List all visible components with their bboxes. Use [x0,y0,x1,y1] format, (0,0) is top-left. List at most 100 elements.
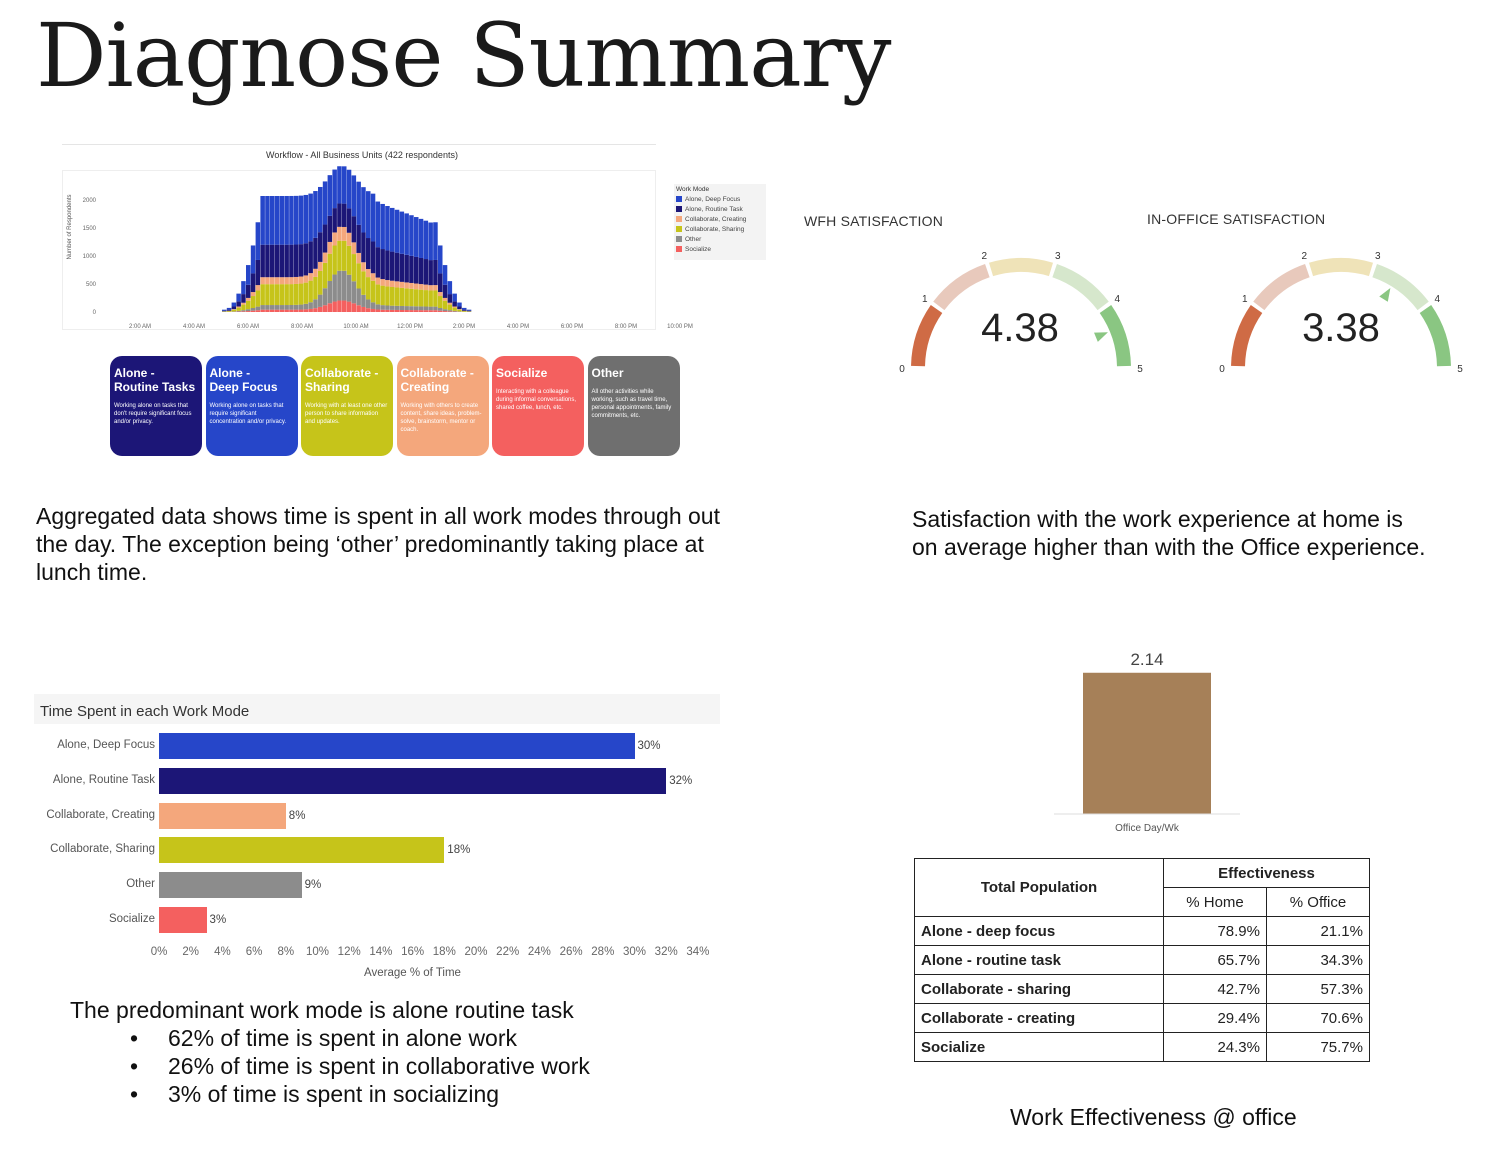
wfh-gauge-value: 4.38 [981,306,1059,350]
workflow-area-segment [294,283,299,305]
workflow-area-segment [385,309,390,312]
work-mode-card-desc: Working alone on tasks that require sign… [209,403,287,425]
workflow-area-segment [313,276,318,300]
workflow-area-segment [265,305,270,310]
workflow-area-segment [284,305,289,310]
workflow-area-segment [438,292,443,297]
workflow-area-segment [375,247,381,278]
workflow-area-segment [452,310,457,312]
workflow-area-segment [318,294,323,307]
workflow-area-segment [380,279,385,286]
workflow-area-segment [318,306,323,312]
gauge-tick-label: 0 [899,364,905,375]
hbar-value-label: 9% [304,879,322,892]
workflow-area-segment [447,302,453,305]
workflow-area-segment [366,191,371,239]
workflow-area-segment [399,287,405,306]
workflow-area-segment [370,193,376,242]
hbar-x-tick: 8% [277,946,295,958]
workflow-area-segment [332,301,337,312]
workflow-area-segment [366,277,371,300]
workflow-area-segment [298,195,304,245]
workflow-area-segment [433,285,438,291]
workflow-area-segment [337,270,342,301]
hbar-category-label: Socialize [108,913,155,925]
workflow-area-segment [337,203,342,227]
workflow-area-segment [337,240,342,271]
workflow-x-tick: 4:00 PM [507,324,529,330]
workflow-area-segment [255,290,261,307]
workflow-area-segment [356,224,361,253]
workflow-area-segment [322,288,328,306]
hbar-bar [159,872,302,899]
hbar-bar [159,767,667,794]
workflow-area-segment [404,310,409,312]
workflow-area-segment [260,277,265,285]
workflow-area-segment [279,284,285,306]
workflow-area-segment [414,310,419,312]
workflow-area-segment [294,309,299,312]
gauge-tick-label: 2 [1301,251,1307,262]
hbar-x-tick: 20% [464,946,488,958]
workflow-area-segment [390,305,395,310]
workflow-area-segment [250,296,256,309]
workflow-area-segment [308,302,313,309]
workflow-area-segment [447,281,453,295]
workflow-area-segment [361,187,366,233]
workflow-area-segment [346,274,352,302]
workflow-plot: 2000 1500 1000 500 0 2:00 AM 4:00 AM 6:00 AM 8:0… [83,166,693,330]
workflow-area-segment [380,203,385,250]
aggregated-text: Aggregated data shows time is spent in a… [36,503,720,585]
hbar-x-tick: 28% [591,946,615,958]
gauge-tick-label: 1 [922,294,928,305]
workflow-area-segment [462,307,467,310]
workflow-area-segment [327,175,333,216]
work-mode-card-title: Alone - Deep Focus [209,366,278,394]
hbar-bar [159,802,286,829]
workflow-x-tick: 2:00 AM [129,324,151,330]
table-cell-office: 57.3% [1266,974,1370,1004]
workflow-area-segment [246,265,251,285]
workflow-area-segment [423,259,429,285]
work-mode-card-desc: Interacting with a colleague during info… [496,389,577,411]
workflow-area-segment [433,290,438,307]
workflow-area-segment [246,311,251,312]
workflow-area-segment [361,271,366,295]
workflow-area-segment [385,250,390,281]
legend-label: Collaborate, Sharing [685,225,745,233]
workflow-x-tick: 2:00 PM [453,324,475,330]
table-header-population: Total Population [914,858,1164,917]
workflow-area-segment [442,297,448,301]
hbar-x-tick: 26% [559,946,583,958]
workflow-area-segment [226,311,232,312]
workflow-area-segment [370,273,376,281]
workflow-area-segment [260,284,265,306]
workflow-area-segment [265,277,270,285]
legend-label: Socialize [685,245,712,253]
workflow-area-segment [399,281,405,288]
workflow-area-segment [346,232,352,246]
work-mode-card: Collaborate - Creating Working with other… [396,356,489,456]
workflow-x-tick: 6:00 PM [561,324,583,330]
workflow-area-segment [418,310,424,312]
workflow-area-segment [433,222,438,260]
workflow-area-segment [418,284,424,290]
workflow-area-segment [390,286,395,306]
workflow-area-segment [370,280,376,303]
workflow-area-segment [442,300,448,310]
workflow-area-segment [289,304,294,310]
workflow-area-segment [380,249,385,280]
workflow-area-segment [318,261,323,271]
workflow-area-segment [298,283,304,305]
workflow-area-segment [462,311,467,312]
workflow-x-tick: 4:00 AM [183,324,205,330]
workflow-x-tick: 12:00 PM [397,324,423,330]
workflow-area-segment [366,308,371,312]
workflow-area-segment [418,218,424,258]
workflow-area-segment [394,252,400,282]
workflow-area-segment [423,306,429,311]
workflow-area-segment [236,301,241,307]
time-spent-chart: Time Spent in each Work Mode Alone, Deep… [34,694,734,984]
workflow-area-segment [260,309,265,312]
gauge-segment [1372,264,1429,311]
